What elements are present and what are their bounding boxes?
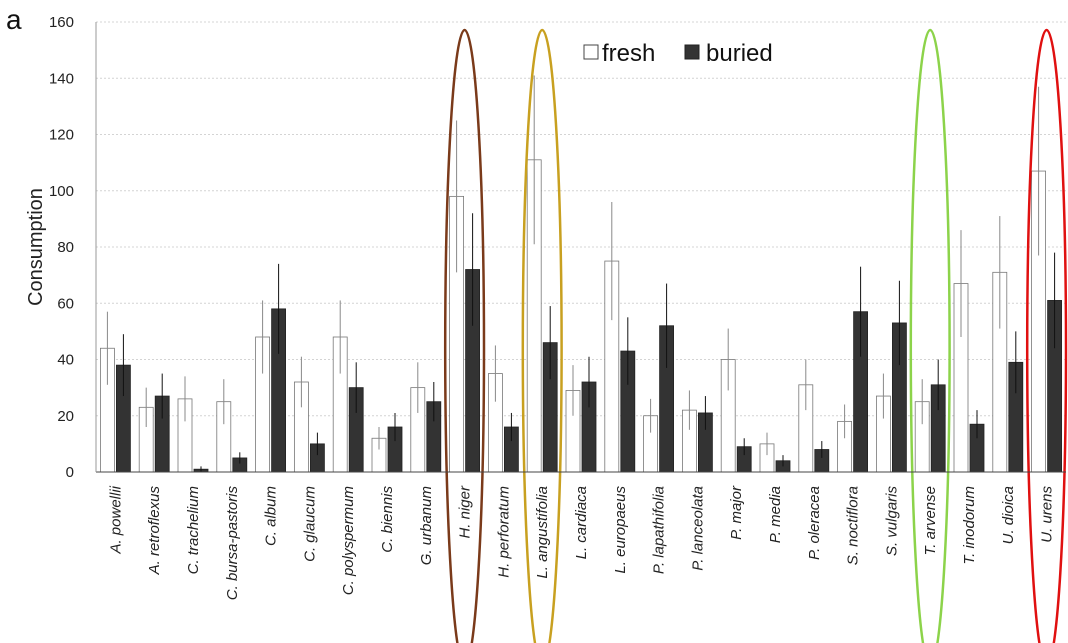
y-tick-160: 160 — [49, 14, 74, 31]
category-label-h-niger: H. niger — [457, 485, 474, 539]
legend-swatch-buried — [684, 44, 700, 60]
category-label-c-polyspermum: C. polyspermum — [340, 486, 357, 595]
legend: fresh buried — [583, 40, 773, 67]
category-label-p-lapathifolia: P. lapathifolia — [651, 486, 668, 574]
gridlines — [96, 21, 1066, 417]
category-label-s-vulgaris: S. vulgaris — [883, 486, 900, 557]
category-labels: A. powellii A. retroflexus C. trachelium C.… — [107, 485, 1055, 600]
bars — [100, 159, 1062, 473]
y-tick-100: 100 — [49, 183, 74, 200]
category-label-l-europaeus: L. europaeus — [612, 486, 629, 574]
category-label-l-angustifolia: L. angustifolia — [534, 486, 551, 579]
legend-label-buried: buried — [706, 40, 773, 67]
category-label-p-media: P. media — [767, 486, 784, 543]
category-label-c-trachelium: C. trachelium — [185, 486, 202, 574]
highlight-ellipse-l-angustifolia — [521, 28, 563, 643]
category-label-p-lanceolata: P. lanceolata — [689, 486, 706, 571]
category-label-s-noctiflora: S. noctiflora — [845, 486, 862, 565]
category-label-a-retroflexus: A. retroflexus — [146, 486, 163, 576]
y-tick-labels: 0 20 40 60 80 100 120 140 160 — [49, 14, 74, 481]
category-label-t-arvense: T. arvense — [922, 486, 939, 556]
highlight-ellipse-h-niger — [443, 28, 486, 643]
legend-swatch-fresh — [583, 44, 599, 60]
category-label-u-urens: U. urens — [1039, 486, 1056, 543]
y-tick-140: 140 — [49, 70, 74, 87]
y-tick-0: 0 — [66, 464, 74, 481]
category-label-h-perforatum: H. perforatum — [495, 486, 512, 578]
y-tick-20: 20 — [57, 408, 74, 425]
category-label-u-dioica: U. dioica — [1000, 486, 1017, 544]
y-axis-label: Consumption — [25, 188, 47, 306]
y-tick-120: 120 — [49, 127, 74, 144]
category-label-p-oleracea: P. oleracea — [806, 486, 823, 560]
panel-label: a — [6, 4, 22, 35]
category-label-c-biennis: C. biennis — [379, 486, 396, 553]
y-tick-40: 40 — [57, 352, 74, 369]
category-label-c-bursa-pastoris: C. bursa-pastoris — [224, 486, 241, 601]
category-label-p-major: P. major — [728, 485, 745, 540]
legend-label-fresh: fresh — [602, 40, 655, 67]
highlight-ellipse-u-urens — [1025, 28, 1068, 643]
category-label-t-inodorum: T. inodorum — [961, 486, 978, 565]
y-tick-60: 60 — [57, 295, 74, 312]
category-label-c-album: C. album — [263, 486, 280, 546]
category-label-c-glaucum: C. glaucum — [301, 486, 318, 562]
category-label-a-powellii: A. powellii — [107, 485, 124, 554]
y-tick-80: 80 — [57, 239, 74, 256]
highlight-ellipses — [443, 28, 1068, 643]
category-label-g-urbanum: G. urbanum — [418, 486, 435, 565]
highlight-ellipse-t-arvense — [909, 28, 951, 643]
category-label-l-cardiaca: L. cardiaca — [573, 486, 590, 559]
error-bars — [106, 75, 1056, 472]
